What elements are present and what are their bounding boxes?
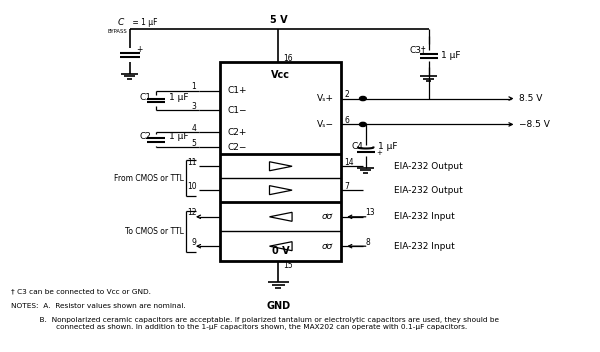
Text: 3: 3 [191, 102, 196, 111]
Text: 1 μF: 1 μF [169, 132, 188, 141]
Circle shape [359, 96, 366, 101]
Text: B.  Nonpolarized ceramic capacitors are acceptable. If polarized tantalum or ele: B. Nonpolarized ceramic capacitors are a… [11, 317, 499, 330]
Text: † C3 can be connected to Vᴄᴄ or GND.: † C3 can be connected to Vᴄᴄ or GND. [11, 289, 151, 295]
Text: = 1 μF: = 1 μF [130, 18, 157, 27]
Text: 1: 1 [191, 82, 196, 91]
Text: 6: 6 [344, 116, 349, 125]
Text: EIA-232 Output: EIA-232 Output [394, 186, 463, 195]
Text: ơơ: ơơ [322, 212, 333, 221]
Text: From CMOS or TTL: From CMOS or TTL [113, 174, 184, 183]
Text: 1 μF: 1 μF [378, 143, 398, 151]
Text: +: + [137, 45, 143, 54]
Text: Vₛ−: Vₛ− [317, 120, 334, 129]
Text: 12: 12 [187, 208, 196, 218]
Text: C1: C1 [140, 93, 152, 102]
Text: 9: 9 [191, 238, 196, 247]
Text: 10: 10 [187, 182, 196, 191]
Text: C1+: C1+ [227, 86, 247, 95]
Text: 14: 14 [344, 158, 354, 167]
Text: 5: 5 [191, 139, 196, 148]
Text: To CMOS or TTL: To CMOS or TTL [125, 227, 184, 236]
Text: C3†: C3† [410, 45, 426, 55]
Text: C2+: C2+ [227, 128, 247, 137]
Text: ơơ: ơơ [322, 242, 333, 251]
Text: 0 V: 0 V [272, 246, 290, 256]
Text: C: C [118, 18, 124, 27]
Text: EIA-232 Input: EIA-232 Input [394, 212, 455, 221]
Text: 4: 4 [191, 124, 196, 133]
Text: 11: 11 [187, 158, 196, 167]
Text: 8.5 V: 8.5 V [519, 94, 542, 103]
Text: C2−: C2− [227, 143, 247, 152]
Text: C1−: C1− [227, 106, 247, 115]
Text: 13: 13 [365, 208, 375, 218]
Text: Vᴄᴄ: Vᴄᴄ [271, 70, 290, 80]
Text: 1 μF: 1 μF [442, 51, 461, 61]
Text: 15: 15 [283, 261, 292, 270]
Text: EIA-232 Input: EIA-232 Input [394, 242, 455, 251]
Text: C2: C2 [140, 132, 152, 141]
Text: GND: GND [266, 301, 290, 311]
Text: −8.5 V: −8.5 V [519, 120, 550, 129]
Text: 7: 7 [344, 182, 349, 191]
Text: BYPASS: BYPASS [107, 30, 127, 34]
Text: NOTES:  A.  Resistor values shown are nominal.: NOTES: A. Resistor values shown are nomi… [11, 303, 186, 309]
Bar [220, 62, 341, 261]
Text: EIA-232 Output: EIA-232 Output [394, 162, 463, 171]
Text: 16: 16 [283, 54, 292, 63]
Text: 8: 8 [365, 238, 370, 247]
Text: +: + [376, 150, 382, 156]
Circle shape [359, 122, 366, 126]
Text: 1 μF: 1 μF [169, 93, 188, 102]
Text: 5 V: 5 V [269, 15, 287, 25]
Text: 2: 2 [344, 90, 349, 99]
Text: Vₛ+: Vₛ+ [317, 94, 334, 103]
Text: C4: C4 [351, 143, 363, 151]
